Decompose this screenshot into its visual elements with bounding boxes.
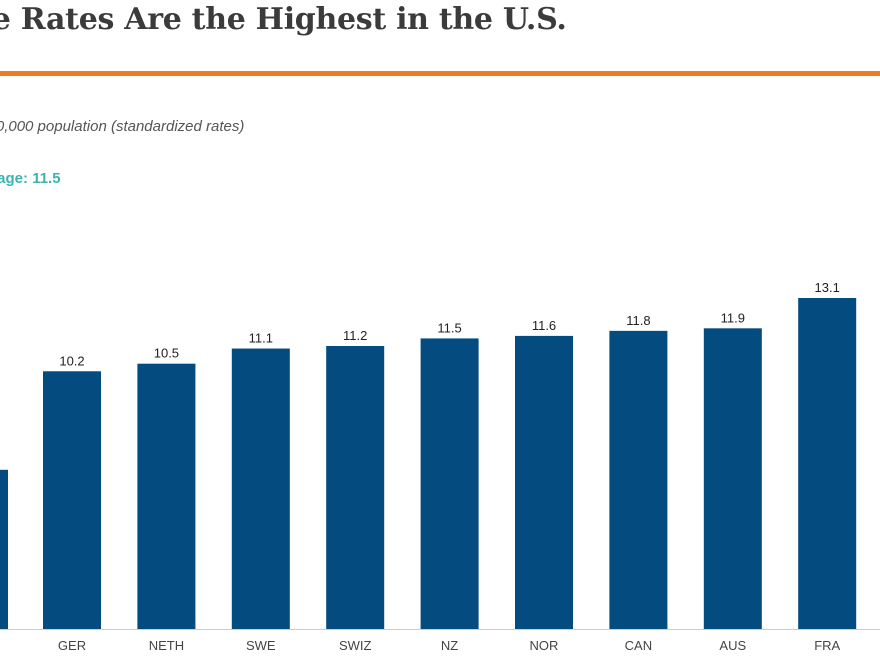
value-label-can: 11.8 <box>626 313 650 328</box>
category-label-swe: SWE <box>246 638 276 653</box>
bar-fra <box>798 298 857 629</box>
category-label-neth: NETH <box>149 638 184 653</box>
bar-nz <box>420 338 479 629</box>
title-divider <box>0 71 880 76</box>
value-label-swiz: 11.2 <box>343 328 367 343</box>
chart-subtitle: r 100,000 population (standardized rates… <box>0 118 245 135</box>
category-label-ger: GER <box>58 638 86 653</box>
category-label-aus: AUS <box>719 638 746 653</box>
bar-can <box>609 330 668 629</box>
value-label-fra: 13.1 <box>815 280 840 295</box>
bar-ger <box>43 371 101 629</box>
average-label: erage: 11.5 <box>0 170 61 187</box>
bar-nor <box>515 335 573 629</box>
bar-neth <box>137 363 196 629</box>
chart-title: ide Rates Are the Highest in the U.S. <box>0 2 567 37</box>
bar-aus <box>703 328 762 629</box>
value-label-neth: 10.5 <box>154 346 179 361</box>
category-label-fra: FRA <box>814 638 840 653</box>
value-label-aus: 11.9 <box>721 310 745 325</box>
bar-swe <box>231 348 290 629</box>
bar-partial <box>0 469 8 629</box>
category-label-nor: NOR <box>530 638 559 653</box>
value-label-nz: 11.5 <box>437 320 461 335</box>
value-label-swe: 11.1 <box>249 331 273 346</box>
category-label-swiz: SWIZ <box>339 638 372 653</box>
category-label-can: CAN <box>625 638 652 653</box>
value-label-nor: 11.6 <box>532 318 556 333</box>
value-label-ger: 10.2 <box>59 353 84 368</box>
bar-swiz <box>326 346 385 629</box>
category-label-nz: NZ <box>441 638 458 653</box>
